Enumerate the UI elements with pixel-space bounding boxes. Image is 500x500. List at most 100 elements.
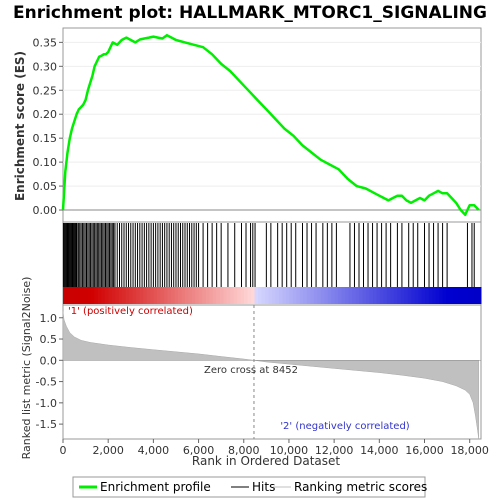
es-tick-label: 0.25 (33, 84, 58, 97)
colorbar-segment (362, 287, 367, 304)
colorbar-segment (174, 287, 179, 304)
colorbar-segment (101, 287, 106, 304)
legend-metric-label: Ranking metric scores (294, 480, 427, 494)
colorbar-segment (393, 287, 398, 304)
x-tick-label: 12,000 (315, 444, 354, 457)
metric-tick-label: -1.5 (36, 418, 57, 431)
colorbar-segment (282, 287, 287, 304)
colorbar-segment (254, 287, 259, 304)
colorbar-segment (456, 287, 461, 304)
colorbar-segment (373, 287, 377, 304)
colorbar-segment (334, 287, 339, 304)
colorbar-segment (63, 287, 67, 304)
es-y-axis-label: Enrichment score (ES) (13, 51, 27, 201)
colorbar-segment (474, 287, 479, 304)
colorbar-segment (258, 287, 263, 304)
colorbar-segment (233, 287, 238, 304)
metric-tick-label: -0.5 (36, 376, 57, 389)
colorbar-segment (331, 287, 336, 304)
colorbar-segment (219, 287, 224, 304)
colorbar-segment (292, 287, 297, 304)
colorbar-segment (320, 287, 325, 304)
colorbar-segment (285, 287, 290, 304)
x-tick-label: 0 (60, 444, 67, 457)
x-tick-label: 6,000 (183, 444, 215, 457)
ranking-metric-area (62, 311, 479, 440)
colorbar-segment (188, 287, 193, 304)
es-tick-label: 0.00 (33, 204, 58, 217)
colorbar-segment (202, 287, 207, 304)
colorbar-segment (90, 287, 95, 304)
es-y-axis-ticks: 0.00 0.05 0.10 0.15 0.20 0.25 0.30 0.35 (33, 36, 63, 217)
chart-title: Enrichment plot: HALLMARK_MTORC1_SIGNALI… (13, 3, 487, 23)
colorbar-segment (446, 287, 451, 304)
colorbar-segment (355, 287, 360, 304)
x-axis-label: Rank in Ordered Dataset (192, 454, 340, 468)
colorbar-segment (122, 287, 127, 304)
x-tick-label: 14,000 (360, 444, 399, 457)
colorbar-segment (421, 287, 426, 304)
positive-correlation-label: '1' (positively correlated) (68, 306, 193, 317)
colorbar-segment (129, 287, 134, 304)
colorbar-segment (407, 287, 412, 304)
colorbar-segment (341, 287, 346, 304)
x-tick-label: 10,000 (270, 444, 309, 457)
colorbar-segment (303, 287, 308, 304)
colorbar-segment (153, 287, 158, 304)
colorbar-segment (157, 287, 162, 304)
colorbar-segment (397, 287, 402, 304)
colorbar-segment (278, 287, 283, 304)
x-tick-label: 16,000 (405, 444, 444, 457)
colorbar-segment (216, 287, 221, 304)
colorbar-segment (198, 287, 203, 304)
colorbar-segment (327, 287, 332, 304)
colorbar-segment (167, 287, 172, 304)
es-tick-label: 0.05 (33, 180, 58, 193)
colorbar-segment (379, 287, 384, 304)
metric-y-axis-label: Ranked list metric (Signal2Noise) (20, 277, 33, 460)
es-tick-label: 0.10 (33, 156, 58, 169)
colorbar-segment (164, 287, 168, 304)
metric-tick-label: -1.0 (36, 397, 57, 410)
es-tick-label: 0.15 (33, 132, 58, 145)
colorbar-segment (97, 287, 102, 304)
colorbar-segment (143, 287, 148, 304)
colorbar-segment (390, 287, 395, 304)
colorbar-segment (272, 287, 276, 304)
colorbar-segment (160, 287, 165, 304)
colorbar-segment (136, 287, 141, 304)
metric-tick-label: 0.0 (40, 354, 58, 367)
metric-tick-label: 0.5 (40, 333, 58, 346)
colorbar-segment (132, 287, 137, 304)
colorbar-segment (69, 287, 74, 304)
x-tick-label: 2,000 (92, 444, 124, 457)
es-line-group (61, 33, 480, 217)
colorbar-segment (94, 287, 99, 304)
colorbar-segment (244, 287, 249, 304)
colorbar-segment (463, 287, 468, 304)
colorbar-segment (115, 287, 120, 304)
colorbar-segment (386, 287, 391, 304)
colorbar-segment (125, 287, 130, 304)
colorbar-segment (299, 287, 304, 304)
legend-enrichment-label: Enrichment profile (100, 480, 211, 494)
colorbar-segment (467, 287, 472, 304)
colorbar-segment (80, 287, 85, 304)
colorbar-segment (313, 287, 318, 304)
colorbar-segment (439, 287, 444, 304)
colorbar-segment (195, 287, 200, 304)
colorbar-segment (177, 287, 182, 304)
zero-cross-label: Zero cross at 8452 (204, 365, 298, 376)
enrichment-profile-line (61, 33, 480, 217)
es-grid (63, 41, 481, 211)
colorbar-segment (428, 287, 433, 304)
es-tick-label: 0.30 (33, 60, 58, 73)
x-tick-label: 18,000 (450, 444, 489, 457)
colorbar-segment (146, 287, 151, 304)
colorbar-segment (449, 287, 454, 304)
colorbar-segment (338, 287, 343, 304)
colorbar-segment (247, 287, 252, 304)
colorbar-segment (150, 287, 155, 304)
colorbar-segment (66, 287, 71, 304)
